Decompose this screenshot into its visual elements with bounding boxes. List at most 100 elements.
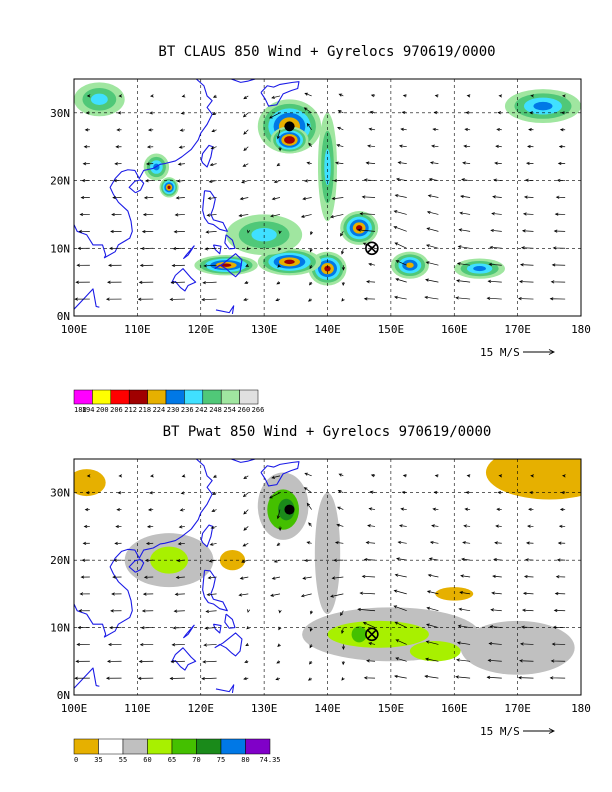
wind-vector (494, 541, 502, 545)
wind-vector (209, 162, 217, 167)
wind-vector (238, 213, 249, 218)
wind-vector (495, 524, 502, 528)
panel1-gyre-markers (284, 121, 379, 256)
wind-vector (527, 144, 534, 149)
wind-vector (431, 144, 439, 148)
wind-vector (276, 162, 281, 167)
x-tick-label: 150E (378, 702, 405, 715)
wind-vector (302, 576, 312, 580)
panel2-gridlines (74, 459, 581, 695)
wind-vector (361, 195, 376, 199)
x-tick-label: 110E (124, 323, 151, 336)
wind-vector (145, 162, 154, 166)
wind-vector (556, 178, 566, 183)
x-tick-label: 170E (504, 323, 531, 336)
x-tick-label: 130E (251, 702, 278, 715)
cloud-contour (533, 101, 553, 111)
wind-vector (83, 524, 90, 529)
coastline (230, 459, 256, 463)
coastline (215, 305, 235, 315)
wind-vector (396, 557, 407, 561)
x-tick-label: 120E (188, 323, 215, 336)
wind-vector (271, 197, 281, 201)
wind-vector (275, 298, 281, 302)
coastline (230, 79, 256, 83)
wind-vector (493, 558, 502, 562)
wind-vector (202, 281, 217, 285)
wind-vector (302, 197, 312, 201)
wind-vector (431, 524, 439, 528)
wind-vector (306, 502, 312, 510)
wind-vector (110, 609, 122, 613)
wind-vector (242, 542, 249, 547)
wind-vector (243, 146, 249, 151)
wind-vector (393, 605, 407, 612)
wind-vector (551, 263, 566, 267)
wind-vector (202, 660, 217, 664)
x-tick-label: 130E (251, 323, 278, 336)
wind-vector (77, 626, 90, 630)
wind-vector (117, 111, 122, 115)
wind-vector (206, 213, 217, 217)
y-tick-label: 30N (50, 487, 70, 500)
wind-vector (108, 642, 122, 647)
coastline (74, 79, 213, 259)
coastline (214, 253, 243, 278)
wind-vector (429, 161, 439, 165)
y-tick-label: 0N (57, 310, 70, 323)
y-tick-label: 10N (50, 242, 70, 255)
wind-vector (147, 508, 154, 512)
colorbar-label: 266 (252, 406, 265, 414)
wind-vector (560, 111, 566, 115)
colorbar-swatch (147, 389, 167, 405)
wind-vector (278, 609, 282, 614)
wind-vector (455, 675, 471, 679)
wind-vector (530, 474, 534, 478)
coastline (224, 613, 236, 629)
wind-vector (463, 524, 471, 528)
wind-vector (239, 197, 249, 201)
wind-vector (494, 161, 502, 165)
coastline (260, 461, 300, 487)
reference-vector-arrow (523, 728, 556, 734)
wind-vector (207, 576, 217, 580)
wind-vector (306, 541, 312, 545)
wind-vector (75, 659, 90, 663)
wind-vector (303, 487, 312, 494)
wind-vector (425, 278, 439, 283)
colorbar-label: 260 (238, 406, 251, 414)
wind-vector (365, 161, 376, 165)
x-tick-label: 160E (441, 702, 468, 715)
wind-vector (276, 542, 281, 546)
wind-vector (367, 524, 376, 528)
wind-vector (397, 540, 407, 545)
wind-vector (369, 110, 376, 114)
wind-vector (208, 559, 217, 563)
wind-vector (150, 94, 154, 98)
cloud-contour (406, 262, 414, 268)
wind-vector (169, 297, 185, 301)
wind-vector (176, 558, 185, 563)
wind-vector (246, 609, 251, 613)
colorbar-swatch (202, 389, 222, 405)
wind-vector (278, 626, 282, 631)
panel2-title: BT Pwat 850 Wind + Gyrelocs 970619/0000 (163, 424, 492, 440)
wind-vector (456, 658, 471, 662)
wind-vector (138, 659, 154, 664)
wind-vector (491, 591, 502, 595)
wind-vector (211, 129, 217, 133)
wind-vector (341, 297, 345, 302)
gyre-center-marker (365, 241, 379, 256)
panel2-reference-vector: 15 M/S (480, 725, 556, 738)
wind-vector (277, 643, 281, 647)
wind-vector (244, 660, 249, 664)
cloud-contour (90, 93, 108, 105)
wind-vector (459, 591, 471, 595)
wind-vector (425, 657, 439, 662)
wind-vector (395, 657, 407, 662)
wind-vector (309, 610, 314, 615)
wind-vector (368, 127, 376, 131)
wind-vector (553, 608, 566, 613)
wind-vector (243, 509, 249, 515)
